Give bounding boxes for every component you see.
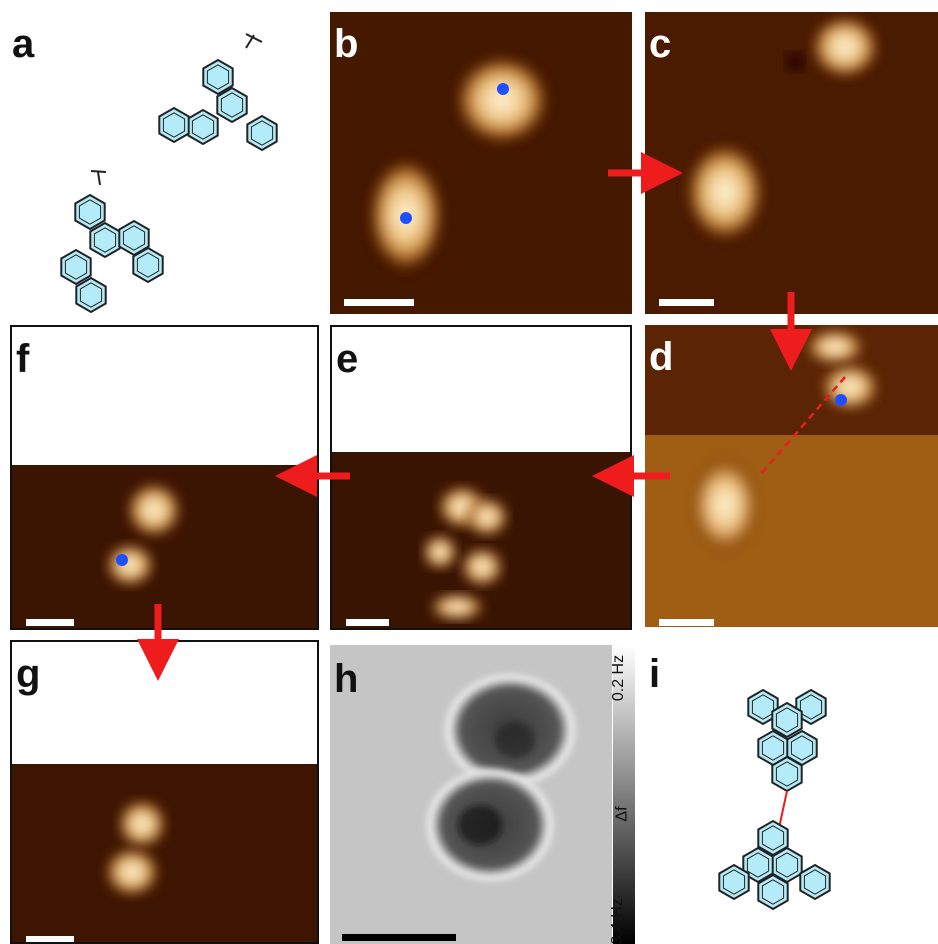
scale-bar [344,299,414,306]
tip-position-dot [835,394,847,406]
aromatic-ring-inner [799,694,823,720]
panel-g: g [10,640,319,944]
panel-f: f [10,325,319,630]
colorbar [613,645,635,944]
panel-h: 0.2 Hz Δf -3.4 Hz h [330,645,650,944]
panel-label-c: c [649,22,672,66]
scale-bar [346,619,389,626]
stm-image-e [332,452,630,628]
panel-label-b: b [334,22,359,66]
panel-b: b [330,12,632,314]
scale-bar [659,299,714,306]
panel-label-f: f [16,337,30,381]
tip-position-dot [400,212,412,224]
molecule-dimer [718,688,831,911]
panel-d: d [645,325,938,627]
panel-c: c [645,12,938,314]
aromatic-ring-inner [803,869,827,895]
panel-i: i [645,640,938,944]
scale-bar [342,934,456,941]
aromatic-ring-inner [761,735,785,761]
scale-bar [26,936,74,942]
aromatic-ring-inner [79,282,103,308]
stm-image-g [12,764,317,942]
stm-image-c [645,12,938,314]
tip-position-dot [116,554,128,566]
aromatic-ring-inner [136,252,160,278]
aromatic-ring-inner [761,825,785,851]
aromatic-ring-inner [790,735,814,761]
bond [97,171,101,186]
tip-position-dot [497,83,509,95]
panel-label-g: g [16,652,41,696]
panel-label-d: d [649,335,674,379]
afm-image-h [330,645,612,944]
panel-e: e [330,325,632,630]
aromatic-ring-inner [162,112,186,138]
molecule-upper [60,33,278,314]
panel-a: a [0,0,320,315]
colorbar-max-label: 0.2 Hz [610,654,628,702]
panel-label-i: i [649,652,661,696]
aromatic-ring-inner [78,199,102,225]
aromatic-ring-inner [122,225,146,251]
stm-image-f [12,465,317,628]
colorbar-title: Δf [613,806,631,822]
bond [778,790,788,829]
scale-bar [659,619,714,626]
colorbar-min-label: -3.4 Hz [608,898,626,944]
aromatic-ring-inner [761,879,785,905]
aromatic-ring-inner [722,869,746,895]
aromatic-ring-inner [206,64,230,90]
aromatic-ring-inner [220,92,244,118]
panel-label-a: a [12,22,35,66]
aromatic-ring-inner [64,254,88,280]
aromatic-ring-inner [775,852,799,878]
panel-label-e: e [336,337,359,381]
stm-image-b [330,12,632,314]
aromatic-ring-inner [191,114,215,140]
bond [245,33,263,43]
aromatic-ring-inner [775,761,799,787]
scale-bar [26,619,74,626]
aromatic-ring-inner [250,120,274,146]
aromatic-ring-inner [775,707,799,733]
panel-label-h: h [334,657,359,701]
aromatic-ring-inner [751,694,775,720]
aromatic-ring-inner [93,227,117,253]
bond [90,170,107,173]
stm-image-d [645,325,938,627]
aromatic-ring-inner [746,852,770,878]
